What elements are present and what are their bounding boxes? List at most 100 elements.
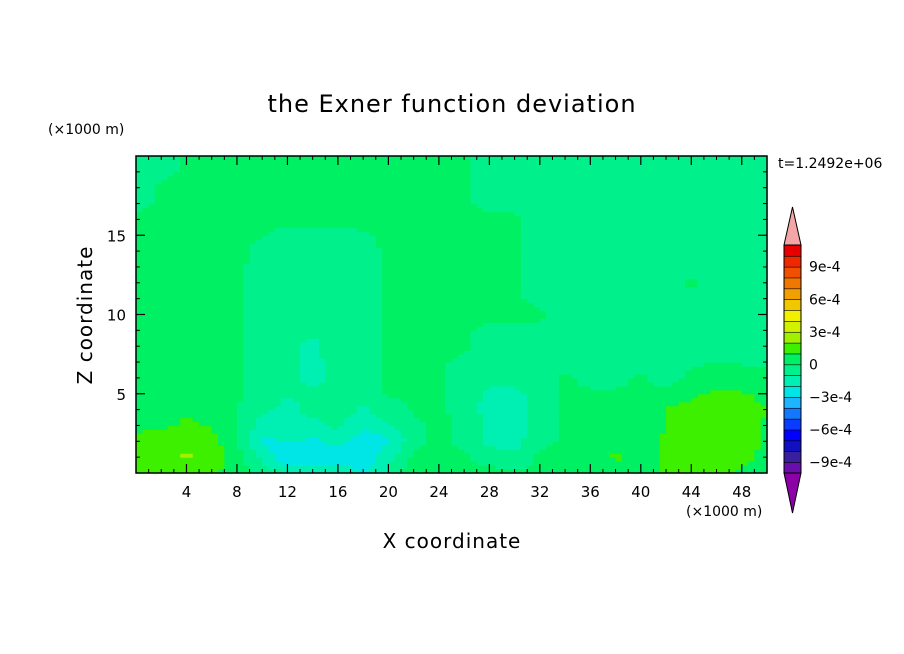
field-cell <box>249 425 257 431</box>
field-cell <box>470 429 478 434</box>
field-cell <box>218 381 225 387</box>
field-cell <box>760 302 768 308</box>
field-cell <box>192 413 200 419</box>
field-cell <box>451 369 459 375</box>
field-cell <box>634 413 642 419</box>
field-cell <box>192 298 200 304</box>
field-cell <box>148 389 156 395</box>
field-cell <box>224 457 232 462</box>
field-cell <box>363 350 371 355</box>
field-cell <box>684 350 692 355</box>
field-cell <box>489 330 497 335</box>
field-cell <box>438 334 446 339</box>
field-cell <box>199 457 207 462</box>
field-cell <box>350 441 358 446</box>
field-cell <box>514 397 522 403</box>
field-cell <box>255 278 263 284</box>
field-cell <box>262 294 270 300</box>
field-cell <box>760 334 768 339</box>
field-cell <box>602 354 610 359</box>
field-cell <box>306 413 314 419</box>
field-cell <box>356 310 364 316</box>
field-cell <box>571 437 579 442</box>
field-cell <box>300 421 307 427</box>
field-cell <box>161 358 169 363</box>
field-cell <box>684 401 692 407</box>
field-cell <box>590 302 598 308</box>
field-cell <box>287 306 295 312</box>
field-cell <box>628 445 636 450</box>
field-cell <box>703 330 711 335</box>
field-cell <box>697 346 705 351</box>
field-cell <box>249 397 257 403</box>
field-cell <box>710 445 718 450</box>
field-cell <box>407 453 415 458</box>
field-cell <box>413 461 421 466</box>
field-cell <box>287 405 295 411</box>
field-cell <box>199 354 207 359</box>
field-cell <box>407 294 415 300</box>
field-cell <box>142 274 150 280</box>
field-cell <box>760 429 768 434</box>
field-cell <box>255 362 263 367</box>
field-cell <box>167 322 175 327</box>
field-cell <box>457 373 465 379</box>
field-cell <box>470 278 478 284</box>
field-cell <box>344 302 352 308</box>
field-cell <box>672 461 680 466</box>
field-cell <box>255 433 263 438</box>
field-cell <box>306 310 314 316</box>
field-cell <box>249 369 257 375</box>
field-cell <box>602 369 610 375</box>
field-cell <box>136 330 143 335</box>
field-cell <box>236 401 244 407</box>
field-cell <box>470 401 478 407</box>
field-cell <box>741 330 749 335</box>
field-cell <box>520 298 528 304</box>
field-cell <box>565 358 572 363</box>
field-cell <box>552 298 560 304</box>
field-cell <box>243 393 251 399</box>
field-cell <box>382 421 389 427</box>
field-cell <box>464 421 472 427</box>
field-cell <box>369 310 377 316</box>
field-cell <box>249 294 257 300</box>
field-cell <box>602 417 610 423</box>
field-cell <box>596 366 604 371</box>
field-cell <box>748 437 755 442</box>
field-cell <box>729 437 737 442</box>
field-cell <box>697 302 705 308</box>
field-cell <box>508 322 516 327</box>
field-cell <box>584 286 591 292</box>
field-cell <box>337 401 345 407</box>
field-cell <box>609 393 617 399</box>
field-cell <box>142 409 150 415</box>
field-cell <box>236 381 244 387</box>
field-cell <box>407 385 415 391</box>
field-cell <box>741 437 749 442</box>
field-cell <box>527 401 535 407</box>
field-cell <box>199 421 207 427</box>
field-cell <box>748 457 755 462</box>
field-cell <box>552 425 560 431</box>
field-cell <box>684 306 692 312</box>
field-cell <box>653 290 661 296</box>
field-cell <box>375 457 383 462</box>
field-cell <box>413 298 421 304</box>
field-cell <box>356 282 364 288</box>
field-cell <box>325 278 333 284</box>
field-cell <box>236 362 244 367</box>
field-cell <box>274 282 282 288</box>
field-cell <box>445 334 453 339</box>
field-cell <box>653 294 661 300</box>
field-cell <box>363 294 371 300</box>
field-cell <box>464 437 472 442</box>
field-cell <box>306 290 314 296</box>
field-cell <box>236 274 244 280</box>
field-cell <box>470 377 478 383</box>
field-cell <box>615 330 623 335</box>
field-cell <box>489 302 497 308</box>
field-cell <box>653 366 661 371</box>
field-cell <box>703 417 711 423</box>
field-cell <box>647 381 655 387</box>
